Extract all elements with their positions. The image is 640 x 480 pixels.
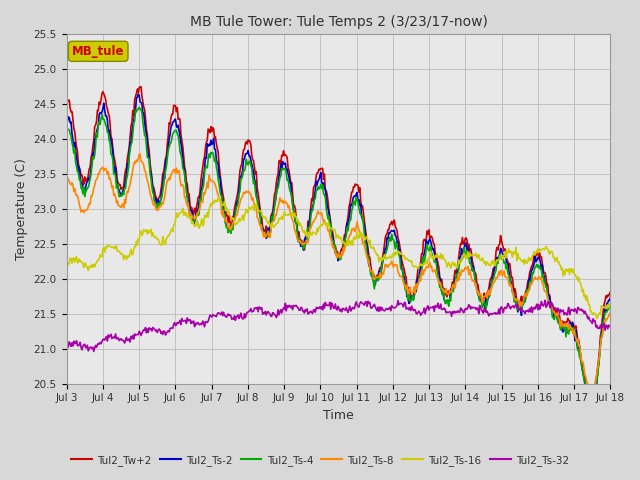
Tul2_Ts-16 (63, 264, 70, 270)
Line: Tul2_Tw+2: Tul2_Tw+2 (67, 86, 611, 416)
Tul2_Ts-4 (310, 202, 317, 207)
Tul2_Ts-8 (427, 264, 435, 270)
Tul2_Ts-4 (607, 304, 614, 310)
Tul2_Ts-2 (473, 284, 481, 289)
Line: Tul2_Ts-8: Tul2_Ts-8 (67, 154, 611, 398)
Line: Tul2_Ts-32: Tul2_Ts-32 (67, 300, 611, 351)
Tul2_Ts-2 (134, 92, 142, 97)
Legend: Tul2_Tw+2, Tul2_Ts-2, Tul2_Ts-4, Tul2_Ts-8, Tul2_Ts-16, Tul2_Ts-32: Tul2_Tw+2, Tul2_Ts-2, Tul2_Ts-4, Tul2_Ts… (67, 451, 573, 470)
Tul2_Ts-32 (607, 324, 614, 330)
Tul2_Ts-16 (384, 255, 392, 261)
Tul2_Tw+2 (63, 96, 70, 102)
Tul2_Ts-8 (607, 311, 614, 316)
Tul2_Ts-4 (204, 165, 211, 171)
Tul2_Ts-8 (473, 289, 481, 295)
Tul2_Ts-2 (588, 413, 596, 419)
Tul2_Ts-4 (588, 409, 596, 415)
Tul2_Ts-2 (160, 171, 168, 177)
Tul2_Ts-8 (204, 180, 211, 185)
Tul2_Ts-2 (310, 200, 317, 206)
Tul2_Tw+2 (473, 281, 481, 287)
Tul2_Ts-8 (384, 264, 392, 270)
Tul2_Ts-4 (473, 287, 481, 293)
Tul2_Ts-2 (384, 236, 392, 242)
Tul2_Tw+2 (607, 289, 614, 295)
Line: Tul2_Ts-4: Tul2_Ts-4 (67, 108, 611, 412)
Tul2_Ts-32 (160, 328, 168, 334)
Tul2_Ts-8 (587, 395, 595, 401)
Tul2_Ts-32 (427, 304, 435, 310)
Tul2_Ts-16 (607, 301, 614, 307)
Tul2_Ts-32 (310, 307, 317, 313)
Tul2_Ts-4 (135, 105, 143, 110)
Tul2_Ts-2 (63, 113, 70, 119)
Tul2_Ts-2 (427, 238, 435, 244)
Tul2_Tw+2 (310, 185, 317, 191)
Tul2_Ts-2 (204, 141, 211, 147)
Title: MB Tule Tower: Tule Temps 2 (3/23/17-now): MB Tule Tower: Tule Temps 2 (3/23/17-now… (189, 15, 488, 29)
Tul2_Ts-16 (159, 234, 166, 240)
Tul2_Ts-32 (473, 305, 481, 311)
Line: Tul2_Ts-2: Tul2_Ts-2 (67, 95, 611, 416)
Tul2_Ts-16 (473, 255, 481, 261)
Tul2_Tw+2 (588, 413, 595, 419)
Tul2_Ts-8 (310, 219, 317, 225)
Tul2_Tw+2 (384, 227, 392, 233)
Y-axis label: Temperature (C): Temperature (C) (15, 158, 28, 260)
Tul2_Tw+2 (137, 84, 145, 89)
Tul2_Ts-16 (593, 316, 601, 322)
Tul2_Ts-4 (427, 243, 435, 249)
Tul2_Ts-8 (136, 151, 144, 157)
Tul2_Ts-16 (310, 229, 317, 235)
Tul2_Ts-8 (160, 198, 168, 204)
Tul2_Tw+2 (160, 169, 168, 175)
Tul2_Ts-2 (607, 294, 614, 300)
Tul2_Tw+2 (204, 137, 211, 143)
Tul2_Ts-32 (384, 307, 392, 312)
Tul2_Ts-32 (204, 320, 211, 325)
Tul2_Ts-16 (215, 195, 223, 201)
Tul2_Tw+2 (427, 233, 435, 239)
Text: MB_tule: MB_tule (72, 45, 124, 58)
Tul2_Ts-32 (90, 348, 98, 354)
Tul2_Ts-4 (160, 182, 168, 188)
Tul2_Ts-4 (63, 125, 70, 131)
Tul2_Ts-4 (384, 242, 392, 248)
Tul2_Ts-16 (202, 215, 210, 220)
X-axis label: Time: Time (323, 409, 354, 422)
Tul2_Ts-32 (63, 348, 70, 354)
Tul2_Ts-8 (63, 170, 70, 176)
Tul2_Ts-16 (427, 249, 435, 254)
Line: Tul2_Ts-16: Tul2_Ts-16 (67, 198, 611, 319)
Tul2_Ts-32 (541, 298, 549, 303)
